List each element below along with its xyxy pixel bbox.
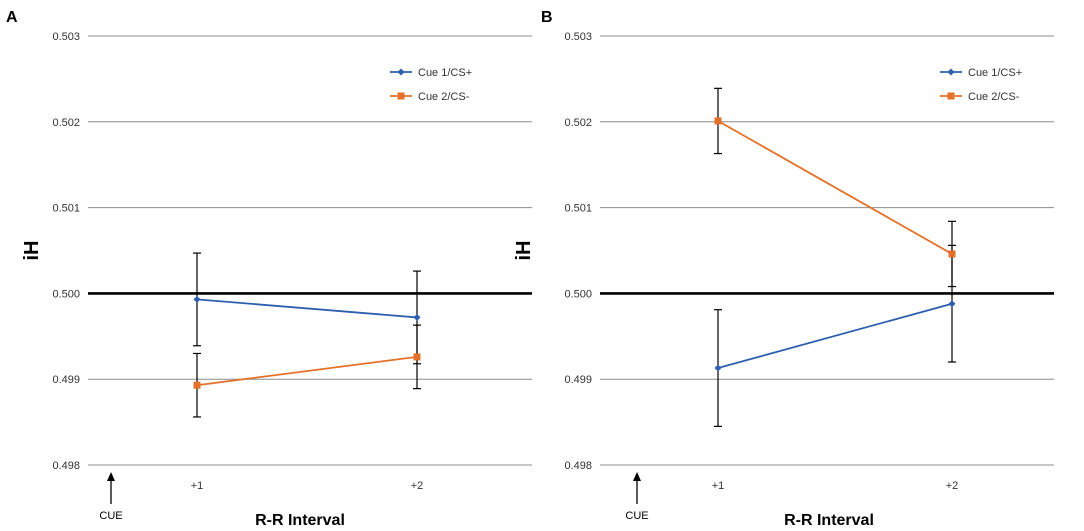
x-tick-label: +1 bbox=[191, 480, 204, 492]
x-tick-label: +1 bbox=[712, 480, 725, 492]
chart-panel-a: A 0.498 0.499 0.500 0.501 0.502 0.503 +1 +2 iH R-R… bbox=[6, 9, 532, 529]
data-point-diamond bbox=[193, 295, 201, 303]
y-tick-label: 0.502 bbox=[52, 117, 80, 129]
y-tick-label: 0.500 bbox=[564, 288, 592, 300]
series-line bbox=[196, 298, 418, 319]
series-2 bbox=[714, 87, 956, 288]
data-point-square bbox=[948, 250, 956, 258]
x-axis-label: R-R Interval bbox=[255, 512, 345, 529]
cue-label: CUE bbox=[99, 510, 122, 522]
cue-label: CUE bbox=[625, 510, 648, 522]
legend-marker-diamond bbox=[947, 68, 955, 76]
panel-label: A bbox=[6, 9, 18, 26]
legend-entry: Cue 2/CS- bbox=[418, 91, 470, 103]
data-point-square bbox=[714, 117, 722, 125]
legend: Cue 1/CS+ Cue 2/CS- bbox=[940, 67, 1022, 103]
series-2 bbox=[193, 324, 421, 418]
y-tick-label: 0.502 bbox=[564, 117, 592, 129]
y-axis-label: iH bbox=[513, 241, 535, 261]
y-tick-label: 0.499 bbox=[564, 374, 592, 386]
legend-entry: Cue 1/CS+ bbox=[968, 67, 1022, 79]
series-1 bbox=[714, 244, 956, 427]
chart-panel-b: B 0.498 0.499 0.500 0.501 0.502 0.503 +1 +2 iH R-R… bbox=[513, 9, 1054, 529]
x-axis-label: R-R Interval bbox=[784, 512, 874, 529]
y-tick-label: 0.503 bbox=[564, 31, 592, 43]
series-line bbox=[196, 355, 418, 387]
cue-arrow-icon bbox=[633, 472, 641, 481]
y-tick-label: 0.499 bbox=[52, 374, 80, 386]
legend-entry: Cue 1/CS+ bbox=[418, 67, 472, 79]
y-axis-label: iH bbox=[21, 241, 43, 261]
series-1 bbox=[193, 252, 421, 365]
x-tick-label: +2 bbox=[946, 480, 959, 492]
panel-label: B bbox=[541, 9, 553, 26]
y-tick-label: 0.498 bbox=[52, 460, 80, 472]
x-tick-label: +2 bbox=[411, 480, 424, 492]
legend: Cue 1/CS+ Cue 2/CS- bbox=[390, 67, 472, 103]
y-tick-label: 0.503 bbox=[52, 31, 80, 43]
y-tick-label: 0.500 bbox=[52, 288, 80, 300]
data-point-square bbox=[413, 353, 421, 361]
series-line bbox=[717, 120, 953, 255]
data-point-diamond bbox=[714, 364, 722, 372]
series-line bbox=[717, 302, 953, 369]
y-tick-label: 0.501 bbox=[52, 203, 80, 215]
y-tick-label: 0.498 bbox=[564, 460, 592, 472]
data-point-diamond bbox=[413, 313, 421, 321]
legend-entry: Cue 2/CS- bbox=[968, 91, 1020, 103]
legend-marker-diamond bbox=[397, 68, 405, 76]
data-point-diamond bbox=[948, 300, 956, 308]
legend-marker-square bbox=[947, 92, 955, 100]
y-tick-label: 0.501 bbox=[564, 203, 592, 215]
data-point-square bbox=[193, 381, 201, 389]
cue-arrow-icon bbox=[107, 472, 115, 481]
legend-marker-square bbox=[397, 92, 405, 100]
